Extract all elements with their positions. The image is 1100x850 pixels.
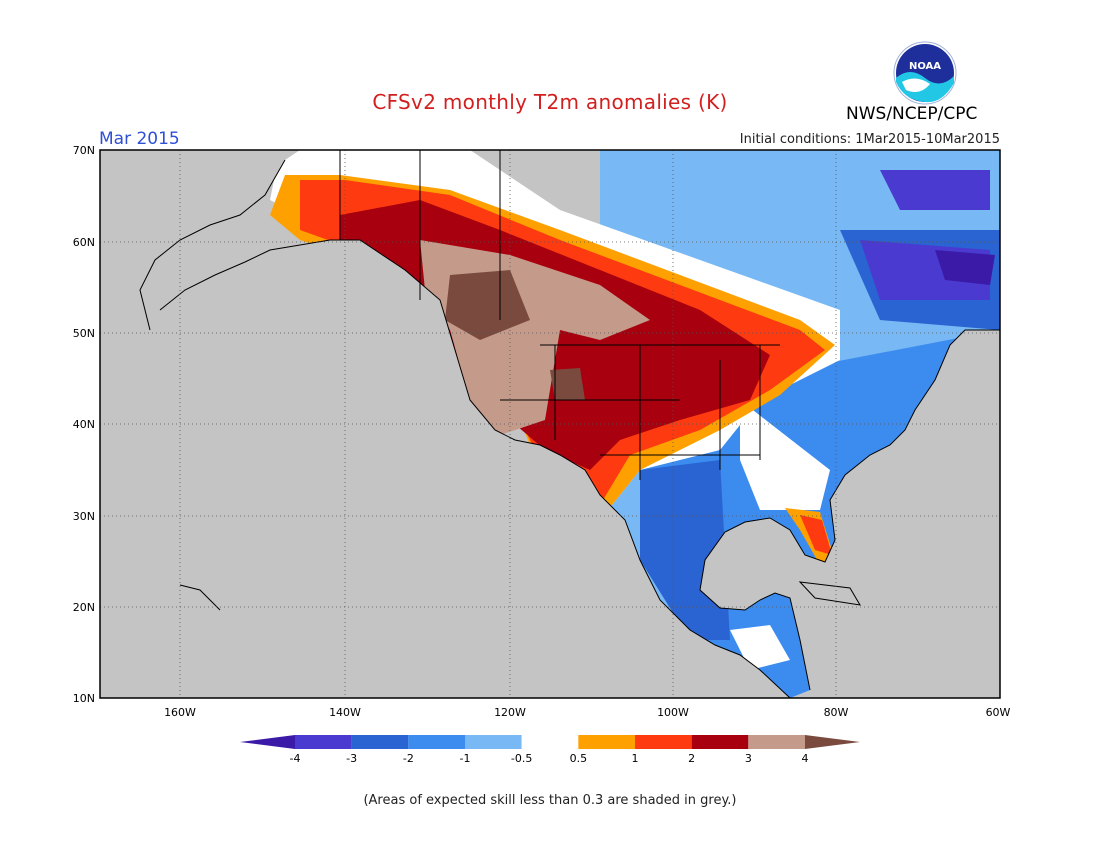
- lat-label: 50N: [73, 327, 95, 340]
- colorbar-swatch: [578, 735, 635, 749]
- colorbar-arrow-low: [240, 735, 295, 749]
- skill-footnote: (Areas of expected skill less than 0.3 a…: [363, 793, 737, 808]
- lon-label: 80W: [824, 706, 849, 719]
- lat-label: 40N: [73, 418, 95, 431]
- colorbar-label: -2: [403, 752, 414, 765]
- colorbar-arrow-high: [805, 735, 860, 749]
- lon-label: 60W: [986, 706, 1011, 719]
- lat-label: 10N: [73, 692, 95, 705]
- graticule: [100, 150, 1000, 698]
- colorbar-label: -4: [290, 752, 301, 765]
- lat-label: 60N: [73, 236, 95, 249]
- colorbar-label: -0.5: [511, 752, 532, 765]
- forecast-period: Mar 2015: [99, 129, 180, 149]
- colorbar-swatch: [691, 735, 749, 749]
- colorbar-label: 4: [802, 752, 809, 765]
- colorbar: -4 -3 -2 -1 -0.5 0.5 1 2 3 4: [240, 735, 860, 765]
- colorbar-label: 1: [632, 752, 639, 765]
- colorbar-label: -3: [346, 752, 357, 765]
- colorbar-swatch: [465, 735, 522, 749]
- lat-label: 70N: [73, 144, 95, 157]
- lon-label: 120W: [494, 706, 526, 719]
- colorbar-label: 3: [745, 752, 752, 765]
- organization-label: NWS/NCEP/CPC: [846, 104, 978, 124]
- lat-label: 30N: [73, 510, 95, 523]
- colorbar-swatch: [351, 735, 409, 749]
- lon-label: 100W: [657, 706, 689, 719]
- colorbar-label: 0.5: [570, 752, 588, 765]
- noaa-logo: NOAA: [893, 41, 957, 105]
- lat-label: 20N: [73, 601, 95, 614]
- colorbar-swatch: [635, 735, 692, 749]
- lon-label: 140W: [329, 706, 361, 719]
- map-frame: [99, 149, 1001, 699]
- colorbar-swatch: [748, 735, 805, 749]
- colorbar-label: 2: [688, 752, 695, 765]
- initial-conditions: Initial conditions: 1Mar2015-10Mar2015: [739, 132, 1000, 147]
- colorbar-label: -1: [460, 752, 471, 765]
- lon-label: 160W: [164, 706, 196, 719]
- colorbar-swatch: [521, 735, 579, 749]
- coastlines: [139, 150, 1000, 698]
- map-title: CFSv2 monthly T2m anomalies (K): [372, 90, 728, 114]
- svg-text:NOAA: NOAA: [909, 61, 941, 72]
- colorbar-swatch: [295, 735, 352, 749]
- colorbar-swatch: [408, 735, 465, 749]
